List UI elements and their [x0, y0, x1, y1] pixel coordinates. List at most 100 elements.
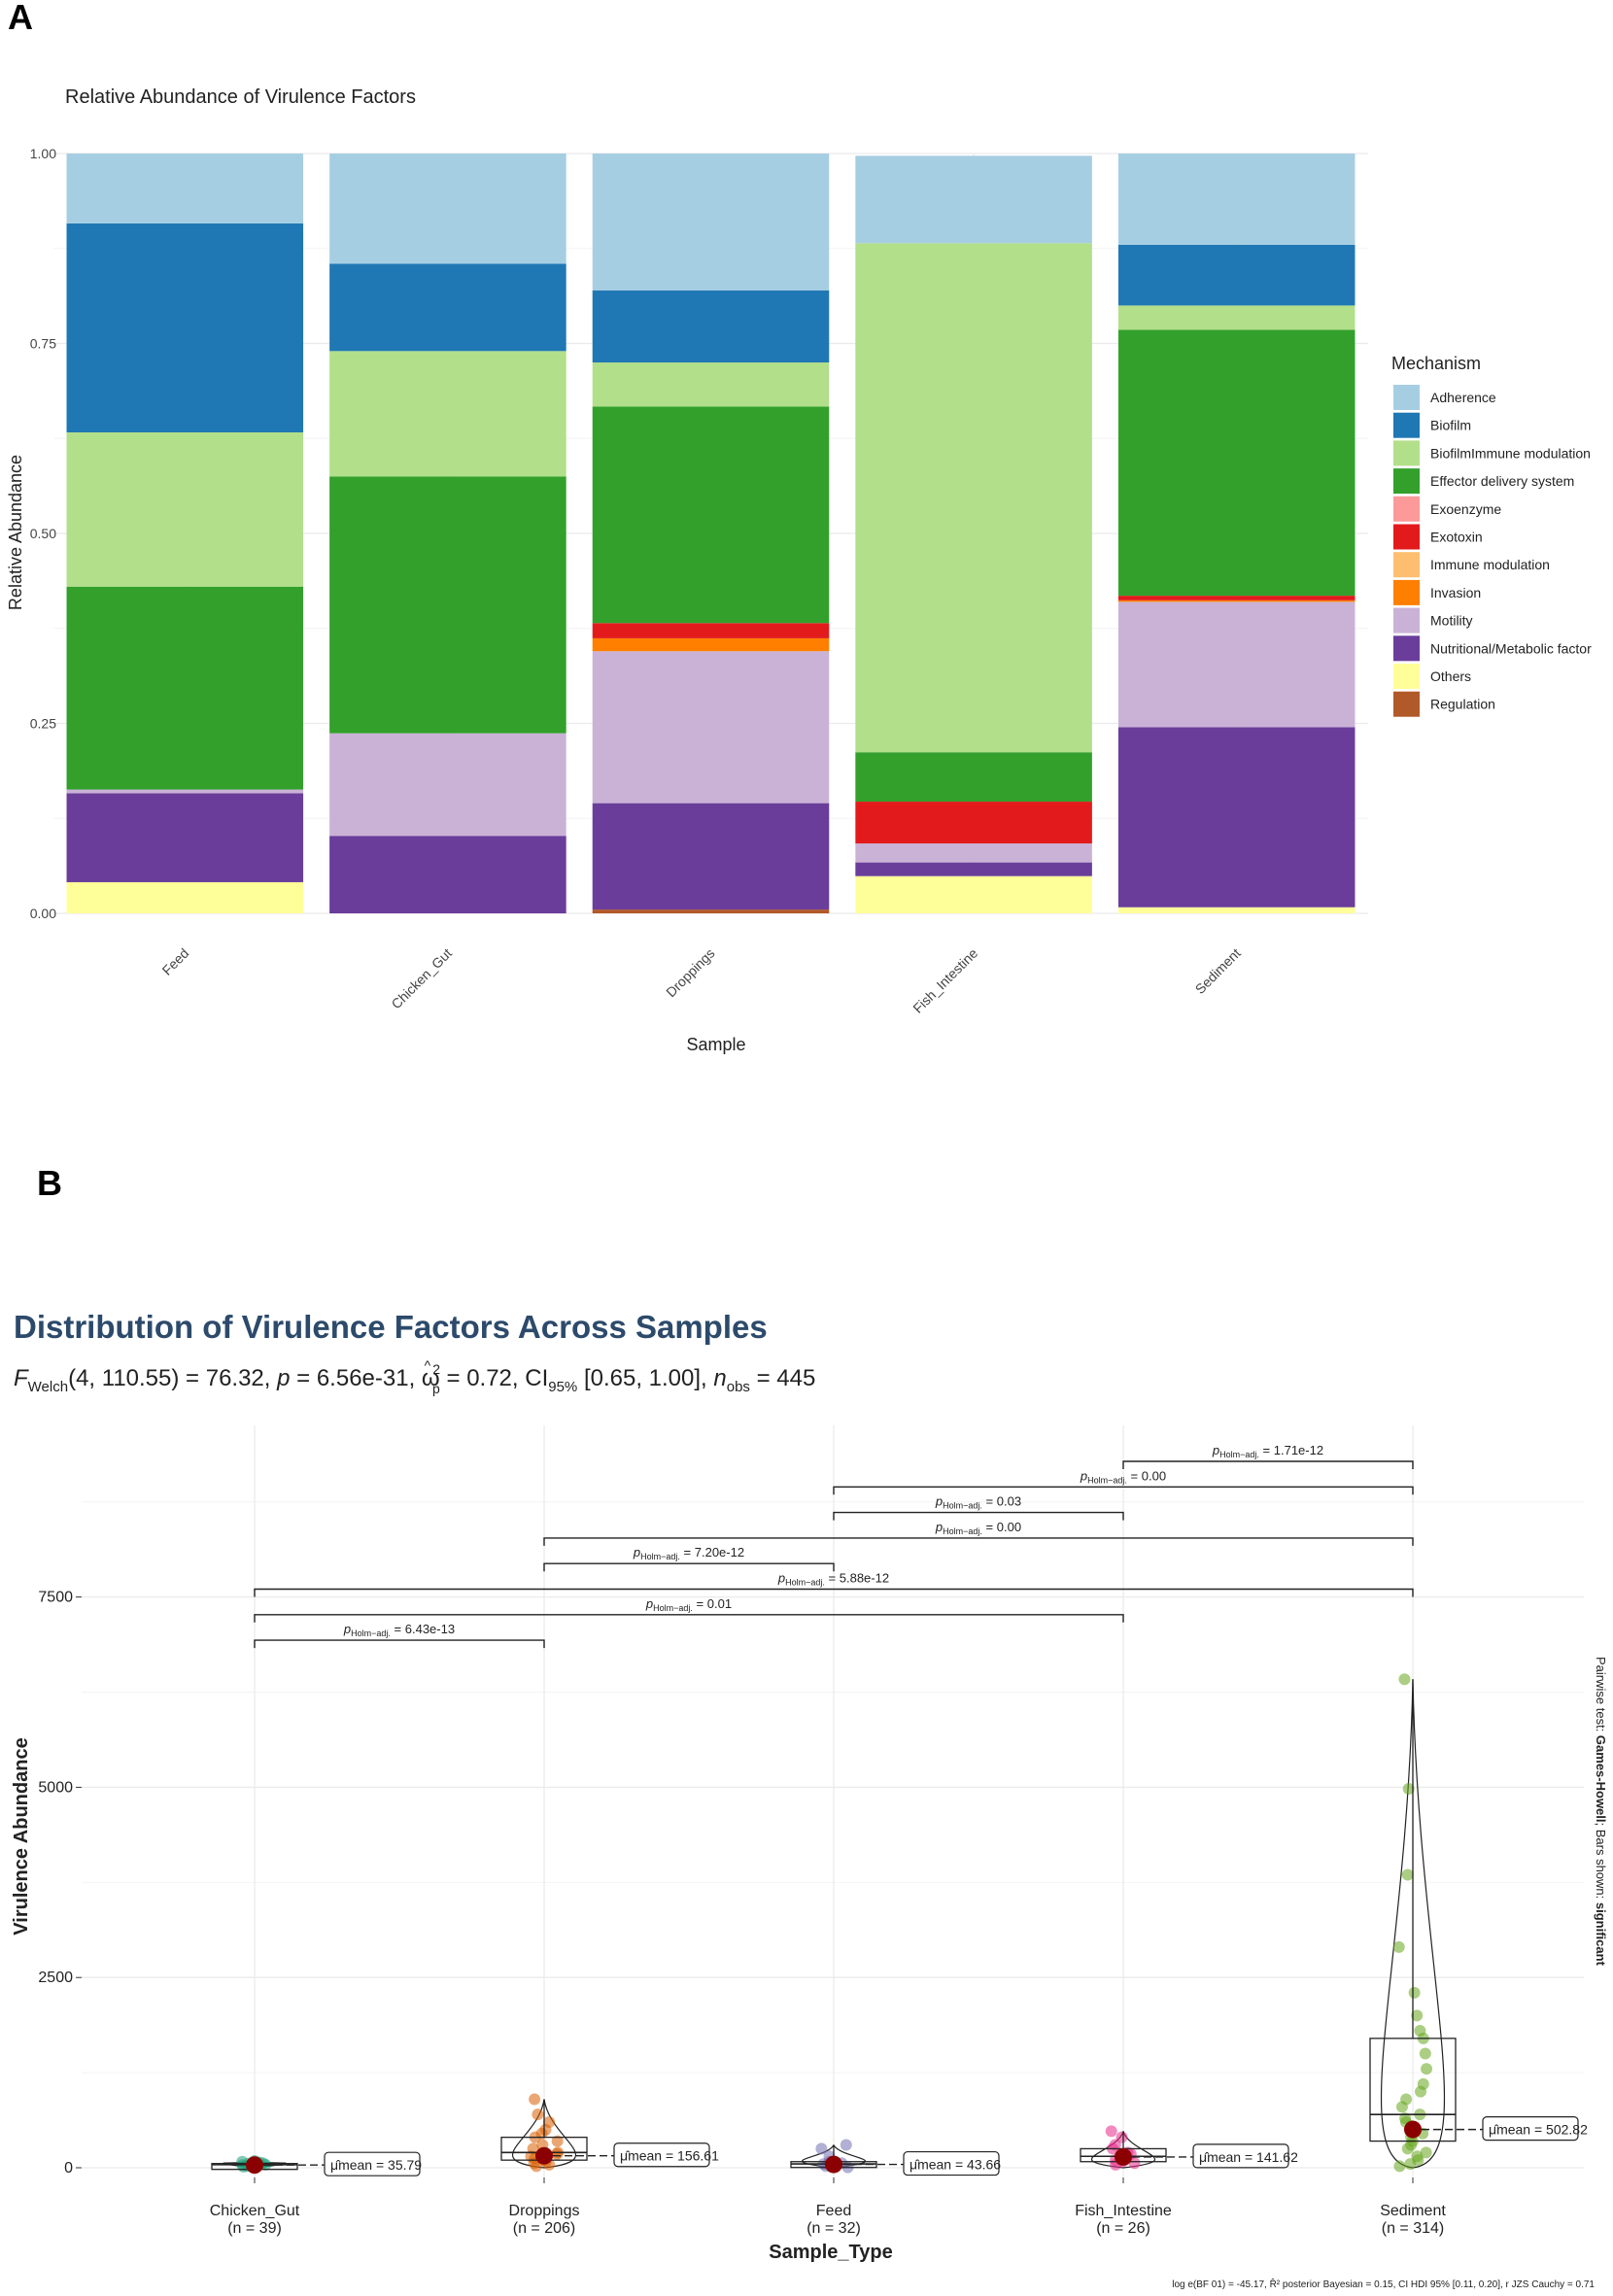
- x-tick-label: Feed: [159, 945, 192, 978]
- comparison-p: p: [633, 1545, 640, 1559]
- comparison-sub: Holm−adj.: [943, 1501, 982, 1511]
- sub-nval: = 445: [750, 1365, 815, 1391]
- bar-segment: [855, 862, 1092, 876]
- legend-title: Mechanism: [1391, 354, 1481, 373]
- chart-title: Relative Abundance of Virulence Factors: [65, 86, 416, 108]
- bar-segment: [592, 623, 830, 638]
- comparison-bracket: [1122, 1460, 1414, 1469]
- x-tick-count: (n = 32): [806, 2220, 861, 2237]
- y-tick-label: 1.00: [30, 146, 56, 161]
- legend-label: Motility: [1430, 613, 1473, 629]
- legend-label: Invasion: [1430, 585, 1481, 600]
- mean-label-box: [1192, 2143, 1289, 2169]
- y-tick-label: 0.75: [30, 336, 56, 352]
- sub-pval: = 6.56e-31,: [290, 1365, 421, 1391]
- mean-label: μ̂mean = 156.61: [620, 2148, 719, 2164]
- bar-segment: [66, 793, 304, 882]
- sub-omega-sup: 2: [432, 1361, 440, 1377]
- x-axis-ticks: Feed Chicken_Gut Droppings Fish_Intestine Se…: [159, 945, 1244, 1016]
- x-tick-label: Sediment: [1192, 945, 1244, 997]
- mean-point: [1115, 2147, 1132, 2166]
- bar-segment: [1117, 727, 1356, 908]
- legend-label: Exoenzyme: [1430, 501, 1501, 517]
- comparison-bracket: [254, 1639, 545, 1649]
- y-axis-label: Relative Abundance: [6, 455, 25, 610]
- data-point: [1398, 1673, 1411, 1686]
- data-point: [527, 2142, 539, 2155]
- data-point: [551, 2135, 564, 2147]
- legend-label: Exotoxin: [1430, 530, 1483, 545]
- legend-swatch: [1393, 579, 1420, 605]
- x-tick-label: Droppings: [663, 945, 717, 1000]
- comparison-value: = 0.00: [982, 1520, 1021, 1534]
- comparison-p: p: [935, 1520, 943, 1534]
- data-point: [815, 2142, 828, 2155]
- mean-label: μ̂mean = 35.79: [330, 2157, 422, 2173]
- bar-segment: [592, 362, 830, 407]
- comparison-sub: Holm−adj.: [351, 1628, 391, 1638]
- x-tick-count: (n = 39): [227, 2220, 282, 2237]
- legend-swatch: [1393, 664, 1420, 689]
- data-point: [1105, 2125, 1117, 2138]
- bar-segment: [1117, 600, 1356, 602]
- bars: [66, 154, 1356, 913]
- caption-mid: ; Bars shown:: [1594, 1823, 1608, 1902]
- bar-segment: [592, 803, 830, 910]
- caption-prefix: Pairwise test:: [1594, 1657, 1608, 1735]
- y-tick-label: 0: [64, 2160, 73, 2176]
- bar-segment: [66, 223, 304, 432]
- legend-label: Others: [1430, 668, 1471, 684]
- x-tick-label: Feed: [816, 2203, 851, 2219]
- comparison-label: pHolm−adj. = 6.43e-13: [343, 1622, 455, 1638]
- legend-label: Regulation: [1430, 697, 1495, 712]
- x-tick-label: Chicken_Gut: [210, 2203, 300, 2219]
- comparison-sub: Holm−adj.: [785, 1578, 825, 1588]
- comparison-value: = 6.43e-13: [391, 1622, 455, 1636]
- legend-swatch: [1393, 385, 1420, 410]
- violin-outline: [511, 2099, 577, 2169]
- data-point: [1419, 2047, 1431, 2060]
- mean-label-box: [903, 2150, 1000, 2176]
- comparison-sub: Holm−adj.: [640, 1552, 680, 1561]
- comparison-value: = 0.03: [982, 1494, 1021, 1509]
- comparison-value: = 5.88e-12: [825, 1571, 889, 1586]
- sub-omega: ω: [422, 1365, 440, 1391]
- legend-swatch: [1393, 635, 1420, 662]
- comparison-label: pHolm−adj. = 7.20e-12: [633, 1545, 744, 1561]
- mean-point: [825, 2155, 842, 2174]
- data-point: [1401, 1868, 1414, 1881]
- comparison-p: p: [777, 1571, 785, 1586]
- mean-label: μ̂mean = 43.66: [909, 2157, 1001, 2173]
- comparison-bracket: [833, 1511, 1124, 1521]
- sub-n: n: [713, 1365, 726, 1391]
- comparison-value: = 0.01: [693, 1596, 732, 1611]
- data-point: [543, 2116, 556, 2129]
- x-tick-label: Fish_Intestine: [1075, 2203, 1172, 2219]
- mean-label-box: [613, 2142, 710, 2168]
- comparison-value: = 7.20e-12: [680, 1545, 744, 1559]
- bar-segment: [855, 752, 1092, 803]
- bar-segment: [66, 154, 304, 223]
- comparison-sub: Holm−adj.: [1219, 1450, 1259, 1459]
- x-axis-label-b: Sample_Type: [769, 2242, 892, 2263]
- legend-swatch: [1393, 468, 1420, 495]
- mean-point: [535, 2146, 553, 2165]
- bar-segment: [329, 263, 566, 352]
- pairwise-caption: Pairwise test: Games-Howell; Bars shown:…: [1594, 1657, 1608, 1967]
- comparison-sub: Holm−adj.: [1087, 1475, 1127, 1485]
- bar-segment: [1117, 244, 1356, 306]
- legend: Adherence Biofilm BiofilmImmune modulation…: [1393, 385, 1592, 717]
- data-point: [1408, 1986, 1421, 1999]
- bar-segment: [66, 789, 304, 794]
- legend-label: Effector delivery system: [1430, 473, 1574, 489]
- comparison-p: p: [1080, 1468, 1087, 1483]
- comparison-bracket: [543, 1537, 1414, 1546]
- comparison-p: p: [935, 1494, 943, 1509]
- legend-swatch: [1393, 552, 1420, 578]
- bar-segment: [592, 406, 830, 624]
- comparison-sub: Holm−adj.: [943, 1526, 982, 1536]
- sub-omegaval: = 0.72, CI: [440, 1365, 548, 1391]
- comparison-p: p: [343, 1622, 351, 1636]
- bar-segment: [329, 476, 566, 734]
